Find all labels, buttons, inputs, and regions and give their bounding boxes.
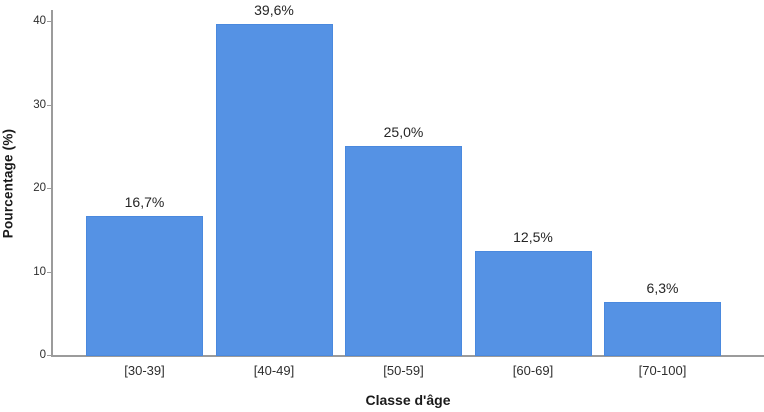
x-tick-label: [70-100] bbox=[638, 363, 687, 378]
y-tick-label: 10 bbox=[33, 265, 46, 278]
x-tick-label: [60-69] bbox=[512, 363, 554, 378]
y-tick-mark bbox=[47, 271, 51, 273]
bar-[30-39] bbox=[86, 215, 203, 356]
bar-value-label: 16,7% bbox=[124, 193, 165, 210]
bar-value-label: 25,0% bbox=[383, 124, 424, 141]
x-axis-line bbox=[51, 355, 764, 357]
bar-[60-69] bbox=[474, 250, 592, 356]
y-tick-mark bbox=[47, 104, 51, 106]
x-tick-label: [30-39] bbox=[124, 363, 165, 378]
y-axis-title: Pourcentage (%) bbox=[0, 128, 16, 239]
bar-value-label: 39,6% bbox=[254, 2, 294, 19]
bar-value-label: 12,5% bbox=[513, 228, 553, 245]
bar-[50-59] bbox=[345, 146, 462, 356]
bar-[40-49] bbox=[215, 24, 333, 356]
bar-value-label: 6,3% bbox=[646, 280, 679, 297]
y-tick-label: 30 bbox=[33, 98, 46, 111]
y-tick-mark bbox=[47, 188, 51, 189]
y-tick-label: 0 bbox=[39, 349, 46, 361]
y-tick-label: 20 bbox=[33, 182, 46, 194]
x-tick-label: [40-49] bbox=[253, 363, 295, 378]
x-tick-label: [50-59] bbox=[383, 363, 424, 378]
bar-[70-100] bbox=[604, 302, 721, 356]
y-axis-line bbox=[51, 10, 53, 357]
y-tick-mark bbox=[47, 21, 51, 22]
y-tick-label: 40 bbox=[33, 15, 46, 27]
x-axis-title: Classe d'âge bbox=[365, 392, 451, 408]
y-tick-mark bbox=[47, 355, 51, 356]
